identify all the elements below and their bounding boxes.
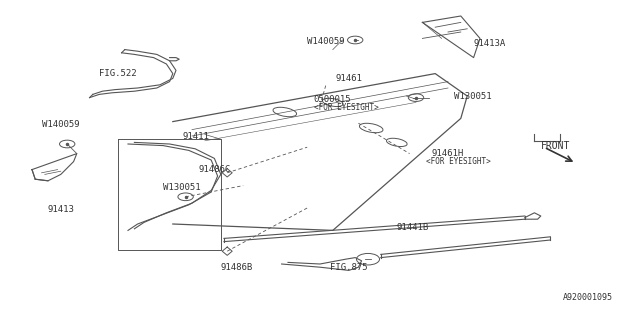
Text: FIG.522: FIG.522 [99, 69, 137, 78]
Text: W140059: W140059 [42, 120, 79, 129]
Text: 91486B: 91486B [221, 263, 253, 272]
Text: A920001095: A920001095 [563, 293, 613, 302]
Text: 0500015: 0500015 [314, 95, 351, 104]
Text: <FOR EYESIGHT>: <FOR EYESIGHT> [426, 157, 490, 166]
Text: FRONT: FRONT [541, 140, 570, 151]
Text: 91411: 91411 [182, 132, 209, 140]
Text: 91461H: 91461H [432, 149, 464, 158]
Text: 91441B: 91441B [397, 223, 429, 232]
Text: 91413A: 91413A [474, 39, 506, 48]
Text: W140059: W140059 [307, 37, 345, 46]
Text: <FOR EYESIGHT>: <FOR EYESIGHT> [314, 103, 378, 112]
Text: W130051: W130051 [163, 183, 201, 192]
Text: FIG.875: FIG.875 [330, 263, 367, 272]
Text: W130051: W130051 [454, 92, 492, 100]
Text: 91413: 91413 [48, 205, 75, 214]
Text: 91461: 91461 [336, 74, 363, 83]
Text: 91486C: 91486C [198, 165, 230, 174]
